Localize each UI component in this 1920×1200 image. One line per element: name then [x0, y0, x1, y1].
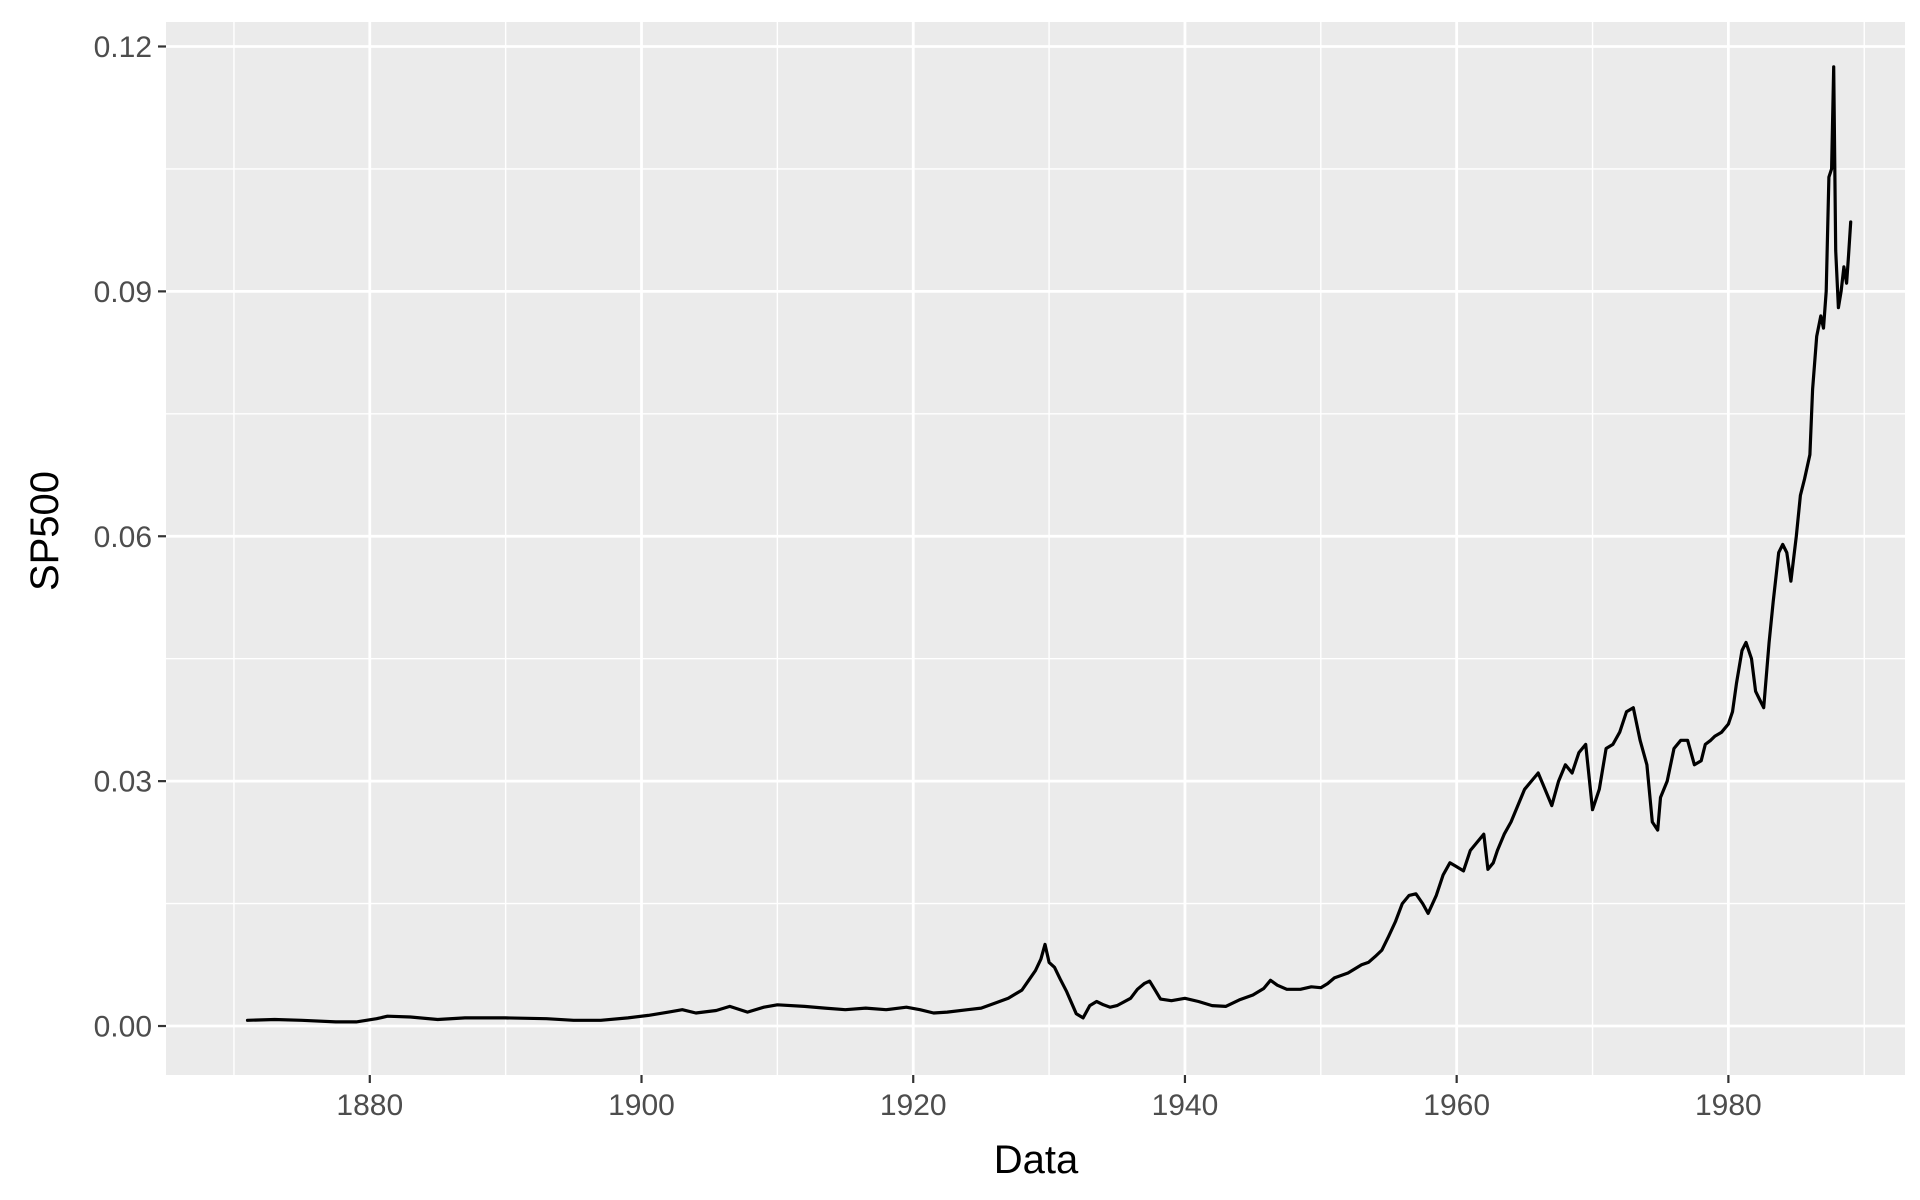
y-tick-label: 0.12 — [94, 31, 152, 64]
minor-gridlines — [166, 22, 1905, 1075]
y-tick-label: 0.00 — [94, 1011, 152, 1044]
plot-panel — [166, 22, 1905, 1075]
x-axis: 1880 1900 1920 1940 1960 1980 — [336, 1075, 1762, 1122]
x-tick-label: 1940 — [1152, 1089, 1219, 1122]
x-axis-title: Data — [994, 1138, 1079, 1182]
y-axis: 0.00 0.03 0.06 0.09 0.12 — [94, 31, 166, 1044]
sp500-series-line — [245, 65, 1853, 1024]
y-axis-title: SP500 — [23, 471, 67, 591]
x-tick-label: 1960 — [1423, 1089, 1490, 1122]
x-tick-label: 1920 — [880, 1089, 947, 1122]
y-tick-label: 0.09 — [94, 276, 152, 309]
x-tick-label: 1880 — [336, 1089, 403, 1122]
x-tick-label: 1980 — [1695, 1089, 1762, 1122]
major-gridlines — [166, 22, 1905, 1075]
x-tick-label: 1900 — [608, 1089, 675, 1122]
y-tick-label: 0.06 — [94, 521, 152, 554]
y-tick-label: 0.03 — [94, 766, 152, 799]
